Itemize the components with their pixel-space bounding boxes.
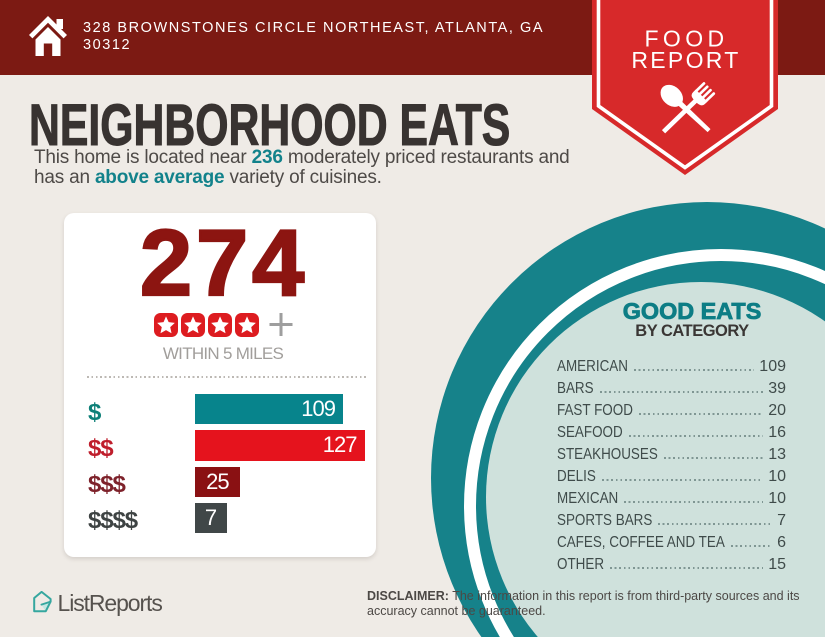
svg-text:REPORT: REPORT (631, 47, 740, 73)
svg-text:FOOD: FOOD (644, 26, 728, 52)
